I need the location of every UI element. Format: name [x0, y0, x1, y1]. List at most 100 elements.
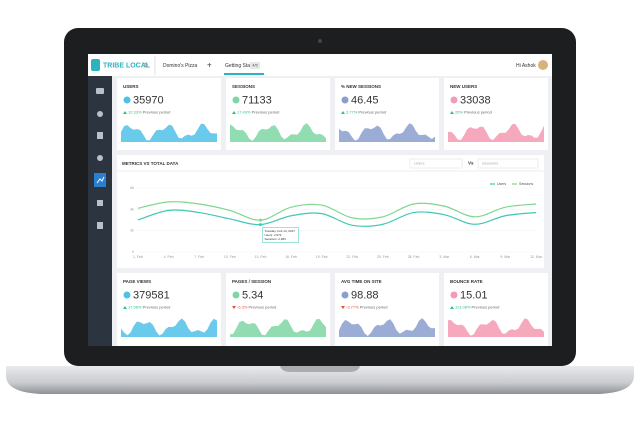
sparkline: [448, 123, 544, 142]
kpi-change: -6.3%: [237, 305, 248, 310]
trend-arrow: [450, 306, 454, 309]
brand: TRIBE LOCAL: [103, 62, 151, 69]
kpi-change: 17.43%: [237, 110, 251, 115]
kpi-icon: [450, 291, 458, 299]
settings-icon[interactable]: ⚙: [143, 62, 148, 69]
nav-icon[interactable]: [97, 111, 103, 117]
trend-arrow: [450, 111, 454, 114]
dropdown[interactable]: [477, 158, 539, 169]
notch: [280, 366, 360, 372]
add-button[interactable]: +: [207, 61, 212, 70]
kpi-icon: [123, 96, 131, 104]
sparkline: [448, 318, 544, 337]
kpi-period: Previous period: [464, 110, 492, 115]
trend-arrow: [123, 306, 127, 309]
sparkline: [230, 319, 326, 337]
kpi-period: Previous period: [358, 110, 386, 115]
nav-active[interactable]: [94, 173, 106, 187]
kpi-period: Previous period: [252, 110, 280, 115]
vs-label: Vs: [468, 161, 474, 166]
trend-arrow: [341, 111, 345, 114]
y-tick-label: 0: [132, 250, 134, 254]
kpi-period: Previous period: [360, 305, 388, 310]
kpi-label: BOUNCE RATE: [450, 279, 483, 284]
kpi-value: 379581: [133, 289, 170, 301]
x-tick-label: 25. Feb: [377, 255, 389, 259]
chart-title: METRICS VS TOTAL DATA: [122, 161, 179, 166]
x-tick-label: 1. Feb: [133, 255, 143, 259]
user-name[interactable]: Hi Ashok: [516, 63, 536, 69]
x-tick-label: 6. Mar: [470, 255, 481, 259]
account-selector[interactable]: Domino's Pizza: [163, 63, 198, 69]
trend-arrow: [232, 306, 236, 309]
avatar[interactable]: [538, 60, 548, 70]
nav-icon[interactable]: [97, 200, 103, 206]
kpi-label: PAGE VIEWS: [123, 279, 151, 284]
sparkline: [121, 123, 217, 142]
legend-label: Sessions: [519, 182, 533, 186]
kpi-value: 33038: [460, 94, 491, 106]
x-tick-label: 13. Feb: [255, 255, 267, 259]
dropdown[interactable]: [409, 158, 463, 169]
dropdown-label[interactable]: Users: [414, 161, 424, 166]
tooltip-line: Sessions: 2,984: [264, 237, 286, 241]
tooltip-line: Tuesday, Feb 13, 2017: [264, 229, 295, 233]
kpi-change: 17.58%: [128, 305, 142, 310]
kpi-period: Previous period: [143, 305, 171, 310]
nav-icon[interactable]: [97, 222, 103, 229]
kpi-icon: [341, 291, 349, 299]
kpi-period: Previous period: [472, 305, 500, 310]
kpi-icon: [232, 291, 240, 299]
sparkline: [339, 318, 435, 337]
dropdown-label[interactable]: Sessions: [482, 161, 498, 166]
x-tick-label: 19. Feb: [316, 255, 328, 259]
tab[interactable]: Getting Started: [225, 63, 259, 69]
sparkline: [339, 123, 435, 142]
nav-icon[interactable]: [97, 132, 103, 139]
kpi-value: 15.01: [460, 289, 488, 301]
trend-arrow: [341, 306, 345, 309]
tooltip: [262, 227, 299, 243]
kpi-value: 35970: [133, 94, 164, 106]
sidebar-icons: [94, 88, 106, 229]
y-tick-label: 4k: [130, 207, 134, 211]
kpi-label: PAGES / SESSION: [232, 279, 271, 284]
kpi-value: 46.45: [351, 94, 379, 106]
nav-icon[interactable]: [96, 88, 104, 94]
kpi-label: NEW USERS: [450, 84, 477, 89]
kpi-change: 26%: [455, 110, 463, 115]
kpi-period: Previous period: [248, 305, 276, 310]
x-tick-label: 9. Mar: [500, 255, 511, 259]
tooltip-line: Users: 2,572: [264, 233, 281, 237]
trend-arrow: [232, 111, 236, 114]
kpi-change: 113.08%: [455, 305, 471, 310]
kpi-label: AVG TIME ON SITE: [341, 279, 382, 284]
sparkline: [230, 123, 326, 142]
tab-badge: 4/5: [252, 63, 258, 68]
chart-icon: [96, 176, 105, 184]
kpi-change: 12.33%: [128, 110, 142, 115]
x-tick-label: 28. Feb: [408, 255, 420, 259]
trend-arrow: [123, 111, 127, 114]
kpi-icon: [232, 96, 240, 104]
chart-card: [117, 155, 544, 268]
kpi-label: USERS: [123, 84, 139, 89]
nav-icon[interactable]: [97, 155, 103, 161]
kpi-label: % NEW SESSIONS: [341, 84, 381, 89]
x-tick-label: 16. Feb: [285, 255, 297, 259]
kpi-icon: [450, 96, 458, 104]
x-tick-label: 4. Feb: [164, 255, 174, 259]
sidebar: [88, 76, 112, 346]
series-line: [137, 209, 537, 227]
kpi-icon: [341, 96, 349, 104]
logo-icon: [91, 59, 100, 71]
badge: [250, 62, 260, 69]
tab-underline: [224, 73, 264, 75]
x-tick-label: 3. Mar: [439, 255, 450, 259]
kpi-icon: [123, 291, 131, 299]
laptop-base: [6, 366, 634, 394]
kpi-period: Previous period: [143, 110, 171, 115]
y-tick-label: 6k: [130, 186, 134, 190]
sparkline: [121, 318, 217, 337]
